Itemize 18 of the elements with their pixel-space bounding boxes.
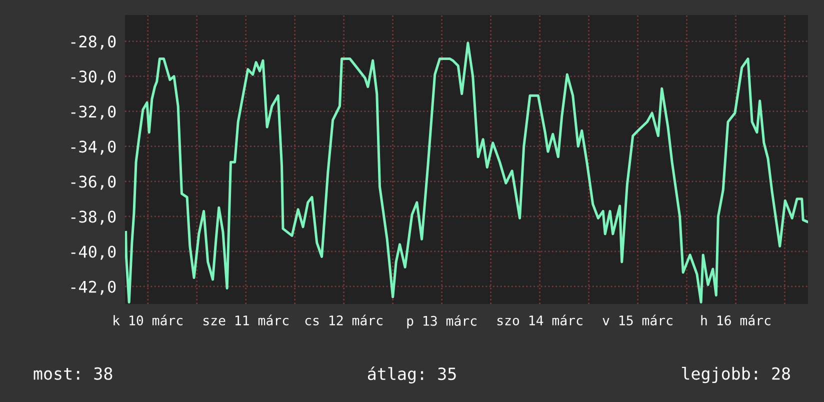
x-tick-label: p 13 márc	[407, 315, 476, 328]
y-tick-label: -38,0	[71, 210, 116, 225]
x-tick-label: v 15 márc	[602, 314, 672, 326]
text: átlag: 35	[368, 366, 456, 384]
y-tick-label: -28,0	[71, 36, 116, 50]
text: legjobb: 28	[682, 366, 790, 384]
y-tick-label: -32,0	[71, 106, 116, 120]
y-tick-label: -42,0	[71, 280, 116, 295]
x-tick-label: k 10 márc	[114, 314, 182, 326]
y-tick-label: -34,0	[71, 140, 116, 155]
x-tick-label: sze 11 márc	[204, 314, 288, 326]
text: most: 38	[34, 367, 112, 380]
x-tick-label: h 16 márc	[701, 314, 770, 326]
x-tick-label: cs 12 márc	[305, 314, 382, 326]
x-tick-label: szo 14 márc	[497, 314, 582, 326]
y-tick-label: -30,0	[71, 70, 116, 85]
y-tick-label: -40,0	[71, 246, 116, 260]
y-tick-label: -36,0	[71, 176, 116, 190]
